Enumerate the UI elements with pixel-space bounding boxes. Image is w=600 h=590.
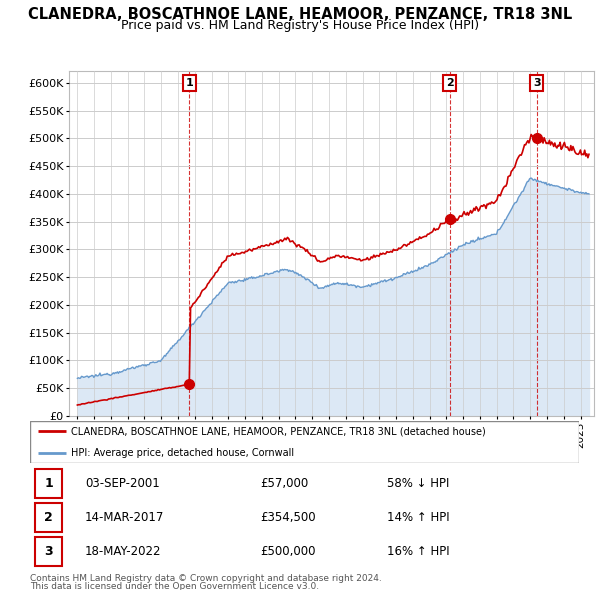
Text: 3: 3 [533,78,541,88]
Text: 2: 2 [44,511,53,525]
Text: 1: 1 [185,78,193,88]
Text: 18-MAY-2022: 18-MAY-2022 [85,545,161,558]
Text: CLANEDRA, BOSCATHNOE LANE, HEAMOOR, PENZANCE, TR18 3NL (detached house): CLANEDRA, BOSCATHNOE LANE, HEAMOOR, PENZ… [71,427,486,436]
Text: 16% ↑ HPI: 16% ↑ HPI [387,545,449,558]
Text: Contains HM Land Registry data © Crown copyright and database right 2024.: Contains HM Land Registry data © Crown c… [30,574,382,583]
Text: HPI: Average price, detached house, Cornwall: HPI: Average price, detached house, Corn… [71,448,295,457]
Text: 14% ↑ HPI: 14% ↑ HPI [387,511,449,525]
Text: 3: 3 [44,545,53,558]
Bar [35,503,62,532]
Bar [35,537,62,566]
Text: Price paid vs. HM Land Registry's House Price Index (HPI): Price paid vs. HM Land Registry's House … [121,19,479,32]
Bar [35,469,62,498]
Text: 2: 2 [446,78,454,88]
Text: £57,000: £57,000 [260,477,309,490]
Text: £354,500: £354,500 [260,511,316,525]
Text: 14-MAR-2017: 14-MAR-2017 [85,511,164,525]
Text: 03-SEP-2001: 03-SEP-2001 [85,477,160,490]
Text: £500,000: £500,000 [260,545,316,558]
Text: 58% ↓ HPI: 58% ↓ HPI [387,477,449,490]
Text: 1: 1 [44,477,53,490]
Text: CLANEDRA, BOSCATHNOE LANE, HEAMOOR, PENZANCE, TR18 3NL: CLANEDRA, BOSCATHNOE LANE, HEAMOOR, PENZ… [28,7,572,22]
Text: This data is licensed under the Open Government Licence v3.0.: This data is licensed under the Open Gov… [30,582,319,590]
